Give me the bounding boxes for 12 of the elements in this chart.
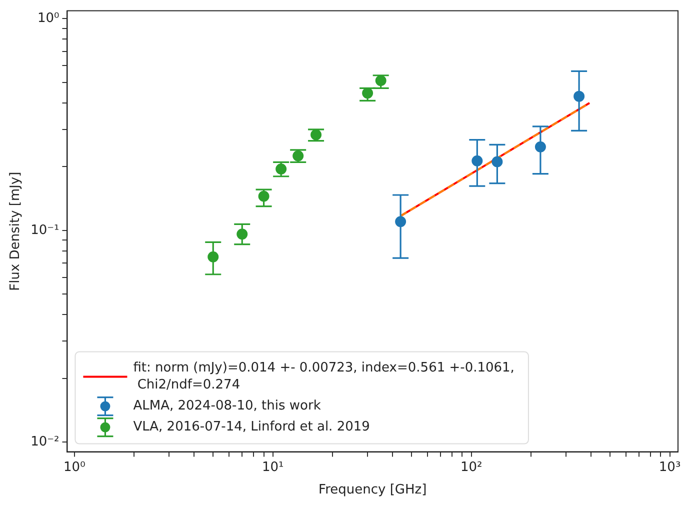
y-tick-label: 10⁻¹ xyxy=(30,222,60,238)
x-tick-label: 10⁰ xyxy=(64,460,86,475)
legend-label: ALMA, 2024-08-10, this work xyxy=(133,398,322,414)
legend-label: VLA, 2016-07-14, Linford et al. 2019 xyxy=(133,420,370,435)
y-tick-label: 10⁻² xyxy=(30,434,60,450)
y-axis-title: Flux Density [mJy] xyxy=(8,172,24,291)
x-tick-label: 10² xyxy=(460,460,482,475)
legend-label: fit: norm (mJy)=0.014 +- 0.00723, index=0.561 +-0.1061, Chi2/ndf=0.274 xyxy=(133,360,514,393)
y-tick-label: 10⁰ xyxy=(37,11,60,26)
x-tick-label: 10³ xyxy=(658,460,681,475)
x-tick-label: 10¹ xyxy=(262,460,284,475)
x-axis-title: Frequency [GHz] xyxy=(318,482,427,498)
